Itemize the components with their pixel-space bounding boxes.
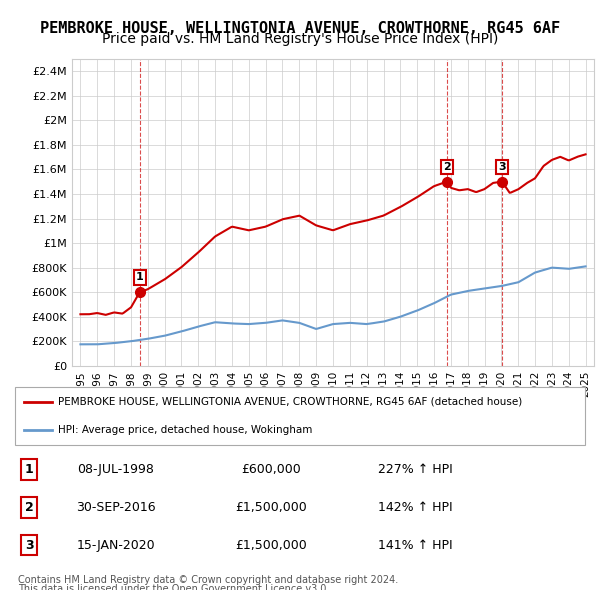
Text: PEMBROKE HOUSE, WELLINGTONIA AVENUE, CROWTHORNE, RG45 6AF: PEMBROKE HOUSE, WELLINGTONIA AVENUE, CRO… xyxy=(40,21,560,35)
Text: 141% ↑ HPI: 141% ↑ HPI xyxy=(378,539,452,552)
Text: 3: 3 xyxy=(25,539,34,552)
Text: 15-JAN-2020: 15-JAN-2020 xyxy=(76,539,155,552)
Text: This data is licensed under the Open Government Licence v3.0.: This data is licensed under the Open Gov… xyxy=(18,584,329,590)
Text: Contains HM Land Registry data © Crown copyright and database right 2024.: Contains HM Land Registry data © Crown c… xyxy=(18,575,398,585)
Text: 3: 3 xyxy=(498,162,506,172)
Text: PEMBROKE HOUSE, WELLINGTONIA AVENUE, CROWTHORNE, RG45 6AF (detached house): PEMBROKE HOUSE, WELLINGTONIA AVENUE, CRO… xyxy=(58,396,523,407)
Text: 30-SEP-2016: 30-SEP-2016 xyxy=(76,501,155,514)
Text: 08-JUL-1998: 08-JUL-1998 xyxy=(77,463,154,476)
Text: 227% ↑ HPI: 227% ↑ HPI xyxy=(378,463,452,476)
Text: Price paid vs. HM Land Registry's House Price Index (HPI): Price paid vs. HM Land Registry's House … xyxy=(102,32,498,47)
Text: 2: 2 xyxy=(25,501,34,514)
Text: 2: 2 xyxy=(443,162,451,172)
Text: 1: 1 xyxy=(136,273,143,283)
Text: £1,500,000: £1,500,000 xyxy=(235,539,307,552)
Text: 142% ↑ HPI: 142% ↑ HPI xyxy=(378,501,452,514)
Text: 1: 1 xyxy=(25,463,34,476)
Text: £1,500,000: £1,500,000 xyxy=(235,501,307,514)
Text: HPI: Average price, detached house, Wokingham: HPI: Average price, detached house, Woki… xyxy=(58,425,313,435)
Text: £600,000: £600,000 xyxy=(241,463,301,476)
FancyBboxPatch shape xyxy=(15,387,585,445)
